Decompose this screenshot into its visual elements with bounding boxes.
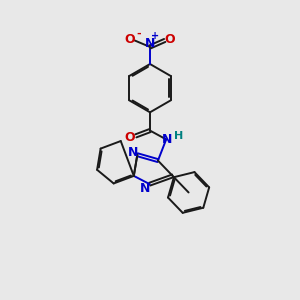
Text: H: H xyxy=(174,131,183,142)
Text: O: O xyxy=(124,33,135,46)
Text: O: O xyxy=(125,130,135,143)
Text: O: O xyxy=(165,33,175,46)
Text: N: N xyxy=(162,134,172,146)
Text: N: N xyxy=(140,182,151,195)
Text: N: N xyxy=(145,37,155,50)
Text: N: N xyxy=(128,146,138,159)
Text: +: + xyxy=(151,31,159,41)
Text: -: - xyxy=(136,29,140,39)
